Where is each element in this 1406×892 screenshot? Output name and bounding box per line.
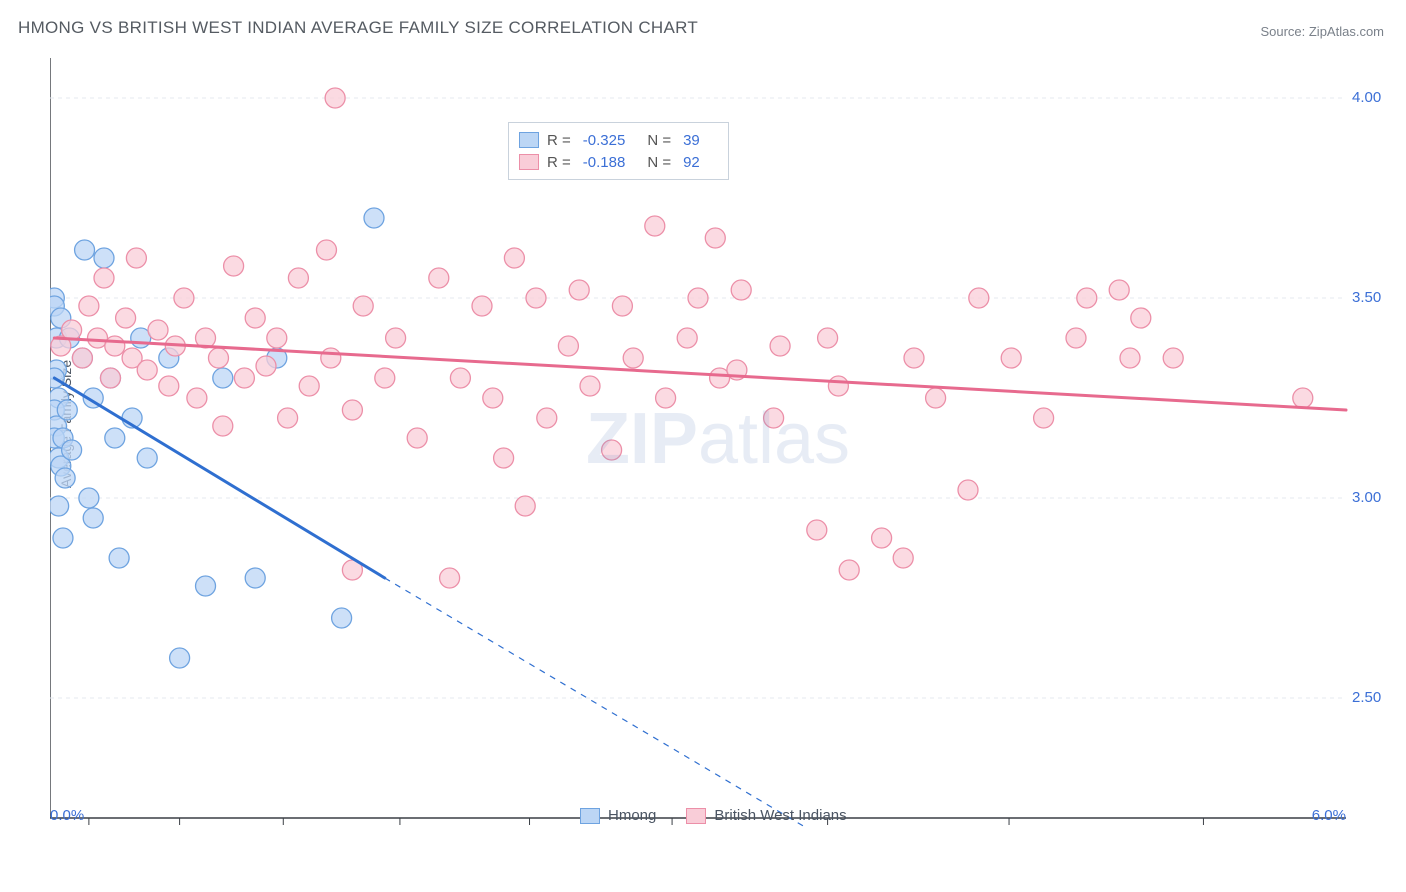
r-value: -0.325 (583, 132, 626, 149)
series-legend: Hmong British West Indians (580, 807, 847, 824)
chart-container: Average Family Size ZIPatlas R =-0.325N … (50, 58, 1386, 828)
legend-swatch (519, 154, 539, 170)
x-axis-end-label: 6.0% (1312, 807, 1346, 824)
n-label: N = (647, 132, 671, 149)
n-label: N = (647, 154, 671, 171)
correlation-legend: R = -0.325 N = 39 R = -0.188 N = 92 (508, 122, 729, 180)
legend-label: Hmong (608, 807, 656, 824)
legend-swatch (580, 808, 600, 824)
r-label: R = (547, 132, 571, 149)
r-value: -0.188 (583, 154, 626, 171)
y-tick-label: 3.00 (1352, 489, 1381, 506)
n-value: 92 (683, 154, 700, 171)
y-tick-label: 3.50 (1352, 289, 1381, 306)
legend-item: Hmong (580, 807, 656, 824)
source-label: Source: ZipAtlas.com (1260, 24, 1384, 39)
y-tick-label: 2.50 (1352, 689, 1381, 706)
legend-swatch (519, 132, 539, 148)
n-value: 39 (683, 132, 700, 149)
legend-swatch (686, 808, 706, 824)
chart-title: HMONG VS BRITISH WEST INDIAN AVERAGE FAM… (18, 18, 698, 38)
legend-stat-row: R = -0.325 N = 39 (519, 129, 714, 151)
legend-label: British West Indians (714, 807, 846, 824)
y-tick-label: 4.00 (1352, 89, 1381, 106)
r-label: R = (547, 154, 571, 171)
legend-stat-row: R = -0.188 N = 92 (519, 151, 714, 173)
x-axis-start-label: 0.0% (50, 807, 84, 824)
legend-item: British West Indians (686, 807, 846, 824)
